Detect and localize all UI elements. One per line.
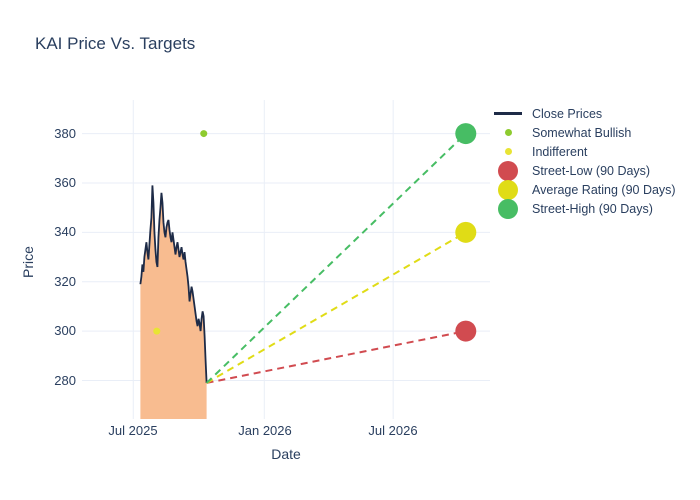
legend-label: Somewhat Bullish bbox=[532, 125, 632, 140]
target-marker bbox=[455, 320, 477, 342]
legend-item-indifferent[interactable]: Indifferent bbox=[490, 142, 676, 161]
target-marker bbox=[455, 123, 477, 145]
circle-swatch-icon bbox=[490, 179, 526, 200]
target-dashed-line bbox=[206, 231, 467, 384]
y-tick-300: 300 bbox=[54, 323, 76, 338]
y-tick-340: 340 bbox=[54, 224, 76, 239]
y-tick-280: 280 bbox=[54, 373, 76, 388]
legend-label: Indifferent bbox=[532, 144, 588, 159]
circle-swatch-icon bbox=[490, 160, 526, 181]
legend-label: Street-High (90 Days) bbox=[532, 201, 653, 216]
legend-item-average-rating[interactable]: Average Rating (90 Days) bbox=[490, 179, 676, 200]
chart-title: KAI Price Vs. Targets bbox=[35, 34, 196, 53]
x-axis-title: Date bbox=[271, 446, 301, 462]
target-marker bbox=[455, 221, 477, 243]
y-axis-title: Price bbox=[20, 246, 36, 278]
legend-item-close-prices[interactable]: Close Prices bbox=[490, 104, 676, 123]
close-prices-line bbox=[139, 185, 208, 383]
dot-swatch-icon bbox=[490, 148, 526, 155]
legend: Close Prices Somewhat Bullish Indifferen… bbox=[490, 104, 676, 219]
target-dashed-line bbox=[205, 132, 467, 384]
x-tick-jul-2026: Jul 2026 bbox=[368, 423, 418, 438]
y-tick-320: 320 bbox=[54, 274, 76, 289]
legend-label: Close Prices bbox=[532, 106, 603, 121]
line-swatch-icon bbox=[490, 112, 526, 115]
legend-label: Average Rating (90 Days) bbox=[532, 182, 676, 197]
legend-label: Street-Low (90 Days) bbox=[532, 163, 651, 178]
target-dashed-line bbox=[206, 330, 466, 384]
y-tick-380: 380 bbox=[54, 126, 76, 141]
dot-swatch-icon bbox=[490, 129, 526, 136]
rating-dot bbox=[200, 130, 208, 138]
close-prices-area bbox=[140, 185, 207, 419]
legend-item-somewhat-bullish[interactable]: Somewhat Bullish bbox=[490, 123, 676, 142]
y-tick-360: 360 bbox=[54, 175, 76, 190]
rating-dot bbox=[153, 327, 161, 335]
circle-swatch-icon bbox=[490, 198, 526, 219]
x-tick-jul-2025: Jul 2025 bbox=[108, 423, 158, 438]
legend-item-street-low[interactable]: Street-Low (90 Days) bbox=[490, 160, 676, 181]
x-tick-jan-2026: Jan 2026 bbox=[238, 423, 292, 438]
legend-item-street-high[interactable]: Street-High (90 Days) bbox=[490, 198, 676, 219]
